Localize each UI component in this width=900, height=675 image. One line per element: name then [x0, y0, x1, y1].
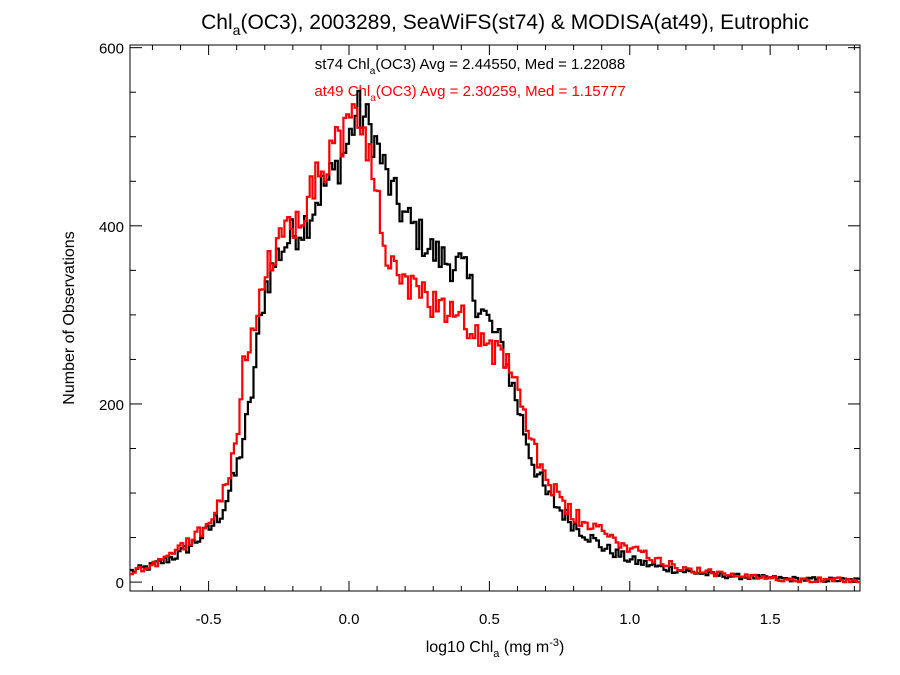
y-tick-label: 600 — [99, 41, 124, 58]
x-axis-label: log10 Chla (mg m-3) — [426, 637, 565, 660]
series-stats-at49-suffix: (OC3) Avg = 2.30259, Med = 1.15777 — [376, 83, 626, 100]
x-axis-label-suffix: ) — [559, 639, 564, 656]
x-tick-label: 0.0 — [339, 611, 360, 628]
series-stats-at49-prefix: at49 Chl — [314, 83, 370, 100]
x-axis-label-prefix: log10 Chl — [426, 639, 494, 656]
series-stats-at49: at49 Chla(OC3) Avg = 2.30259, Med = 1.15… — [314, 83, 625, 104]
series-group — [130, 89, 860, 584]
series-line-st74 — [130, 89, 860, 584]
series-stats-st74-sub: a — [370, 66, 376, 77]
series-line-at49 — [130, 103, 860, 584]
x-tick-label: 0.5 — [479, 611, 500, 628]
plot-frame — [129, 44, 861, 592]
y-axis-label: Number of Observations — [61, 231, 78, 404]
x-axis-label-sub: a — [493, 648, 500, 660]
y-tick-label: 400 — [99, 219, 124, 236]
x-tick-label: 1.5 — [760, 611, 781, 628]
x-axis-label-mid: (mg m — [499, 639, 549, 656]
chart-title: Chla(OC3), 2003289, SeaWiFS(st74) & MODI… — [201, 11, 809, 38]
series-stats-st74: st74 Chla(OC3) Avg = 2.44550, Med = 1.22… — [315, 56, 626, 77]
x-tick-label: 1.0 — [619, 611, 640, 628]
x-tick-label: -0.5 — [196, 611, 222, 628]
y-tick-label: 200 — [99, 397, 124, 414]
chart-title-sub: a — [233, 22, 241, 38]
series-stats-st74-suffix: (OC3) Avg = 2.44550, Med = 1.22088 — [375, 56, 625, 73]
series-stats-at49-sub: a — [370, 93, 376, 104]
axis-ticks: -0.5 0.0 0.5 1.0 1.5 0 200 400 600 — [99, 41, 860, 628]
series-stats-st74-prefix: st74 Chl — [315, 56, 370, 73]
y-tick-label: 0 — [116, 575, 124, 592]
x-axis-label-sup: -3 — [549, 637, 559, 649]
chart-title-suffix: (OC3), 2003289, SeaWiFS(st74) & MODISA(a… — [240, 11, 808, 34]
chart-title-prefix: Chl — [201, 11, 233, 34]
